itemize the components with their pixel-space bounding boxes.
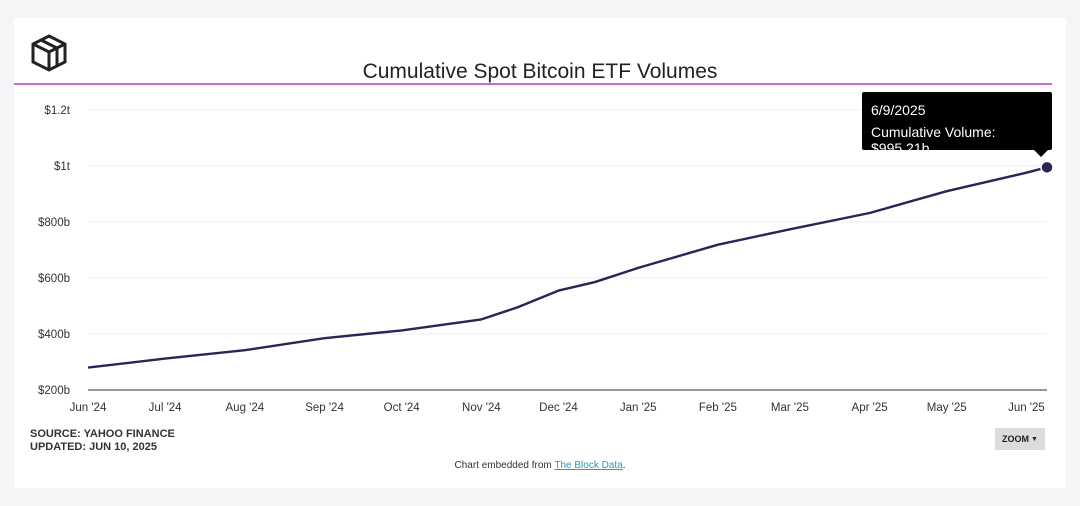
y-tick-label: $400b <box>38 329 70 341</box>
source-note: SOURCE: YAHOO FINANCE UPDATED: JUN 10, 2… <box>30 428 175 454</box>
tooltip-arrow <box>1034 150 1048 157</box>
data-tooltip: 6/9/2025 Cumulative Volume: $995.21b <box>862 92 1052 157</box>
x-tick-label: May '25 <box>927 402 967 414</box>
chart-title: Cumulative Spot Bitcoin ETF Volumes <box>362 60 718 83</box>
x-tick-label: Jul '24 <box>149 402 182 414</box>
the-block-data-link[interactable]: The Block Data <box>554 460 623 471</box>
x-tick-label: Nov '24 <box>462 402 501 414</box>
tooltip-date: 6/9/2025 <box>871 102 926 118</box>
source-line: SOURCE: YAHOO FINANCE <box>30 428 175 440</box>
x-tick-label: Aug '24 <box>226 402 265 414</box>
x-tick-label: Jan '25 <box>620 402 657 414</box>
line-chart[interactable]: $200b $400b $600b $800b $1t $1.2t Jun '24 Jul '… <box>14 18 1066 428</box>
title-divider <box>14 83 1052 85</box>
y-tick-label: $1.2t <box>44 105 70 117</box>
embed-note: Chart embedded from The Block Data. <box>14 460 1066 471</box>
x-tick-label: Jun '24 <box>70 402 107 414</box>
tooltip-value: Cumulative Volume: $995.21b <box>871 124 996 156</box>
y-tick-label: $800b <box>38 217 70 229</box>
the-block-logo-icon <box>31 34 67 72</box>
x-tick-label: Jun '25 <box>1008 402 1045 414</box>
embed-suffix: . <box>622 460 626 471</box>
zoom-label: ZOOM <box>1002 434 1030 444</box>
x-tick-label: Mar '25 <box>771 402 809 414</box>
highlight-point[interactable] <box>1040 160 1054 175</box>
series-line <box>87 166 1048 369</box>
chart-card: Cumulative Spot Bitcoin ETF Volumes $200… <box>14 18 1066 488</box>
zoom-button[interactable]: ZOOM ▼ <box>995 428 1045 450</box>
embed-prefix: Chart embedded from <box>454 460 555 471</box>
x-tick-label: Feb '25 <box>699 402 737 414</box>
x-tick-label: Oct '24 <box>384 402 421 414</box>
x-tick-label: Sep '24 <box>305 402 344 414</box>
y-tick-label: $200b <box>38 385 70 397</box>
updated-line: UPDATED: JUN 10, 2025 <box>30 441 157 453</box>
y-tick-label: $600b <box>38 273 70 285</box>
x-tick-label: Dec '24 <box>539 402 578 414</box>
x-tick-label: Apr '25 <box>852 402 888 414</box>
caret-down-icon: ▼ <box>1031 435 1038 443</box>
y-tick-label: $1t <box>54 161 71 173</box>
